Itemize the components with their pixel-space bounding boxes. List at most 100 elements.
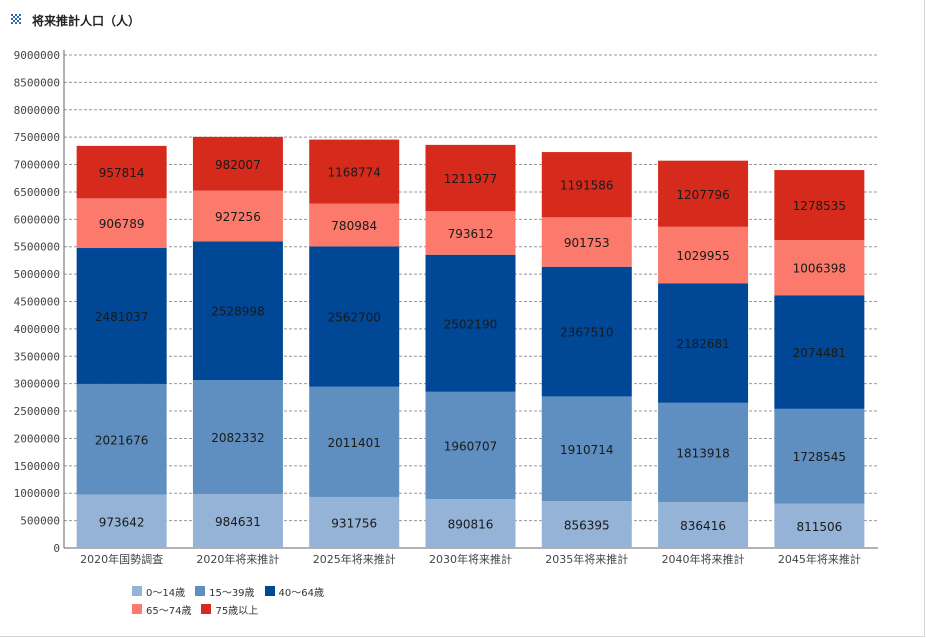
bar-segment xyxy=(309,386,400,497)
y-tick-label: 7000000 xyxy=(14,159,60,172)
y-tick-label: 1500000 xyxy=(14,460,60,473)
bar-value-label: 2011401 xyxy=(327,436,380,450)
y-tick-label: 3000000 xyxy=(14,378,60,391)
bar-value-label: 811506 xyxy=(796,520,842,534)
chart-legend: 0～14歳 15～39歳 40～64歳 65～74歳 75歳以上 xyxy=(132,582,432,618)
bar-value-label: 2182681 xyxy=(676,337,729,351)
bar-value-label: 2074481 xyxy=(793,346,846,360)
bar-segment xyxy=(774,170,865,241)
bar-value-label: 1728545 xyxy=(793,450,846,464)
y-tick-label: 2500000 xyxy=(14,405,60,418)
bar-segment xyxy=(76,198,167,249)
bar-segment xyxy=(774,240,865,296)
bar-value-label: 780984 xyxy=(331,219,377,233)
bar-segment xyxy=(425,254,516,392)
y-tick-label: 6500000 xyxy=(14,186,60,199)
bar-value-label: 931756 xyxy=(331,516,377,530)
bar-value-label: 2562700 xyxy=(327,311,380,325)
y-tick-label: 7500000 xyxy=(14,131,60,144)
bar-value-label: 2481037 xyxy=(95,310,148,324)
bar-value-label: 2021676 xyxy=(95,433,148,447)
bar-segment xyxy=(774,503,865,548)
bar-segment xyxy=(76,494,167,548)
bar-value-label: 927256 xyxy=(215,210,261,224)
bar-segment xyxy=(192,136,283,191)
y-tick-label: 9000000 xyxy=(14,49,60,62)
bar-value-label: 1207796 xyxy=(676,188,729,202)
bar-segment xyxy=(541,396,632,502)
legend-item-75-plus: 75歳以上 xyxy=(201,602,258,617)
x-category-label: 2045年将来推計 xyxy=(778,552,861,566)
y-tick-label: 4500000 xyxy=(14,296,60,309)
bar-segment xyxy=(309,496,400,548)
x-category-label: 2020年将来推計 xyxy=(196,552,279,566)
y-tick-label: 2000000 xyxy=(14,432,60,445)
bar-value-label: 1029955 xyxy=(676,249,729,263)
y-tick-label: 0 xyxy=(53,542,60,555)
bar-segment xyxy=(658,160,749,227)
bar-segment xyxy=(774,408,865,504)
bar-segment xyxy=(309,203,400,247)
bar-value-label: 1910714 xyxy=(560,443,613,457)
bar-segment xyxy=(658,502,749,548)
y-tick-label: 500000 xyxy=(20,515,60,528)
bar-value-label: 984631 xyxy=(215,515,261,529)
y-tick-label: 1000000 xyxy=(14,487,60,500)
legend-swatch xyxy=(132,586,142,596)
bar-value-label: 957814 xyxy=(99,166,145,180)
bar-segment xyxy=(425,144,516,212)
bar-segment xyxy=(76,383,167,495)
bar-segment xyxy=(76,145,167,199)
chart-title: 将来推計人口（人） xyxy=(32,13,141,28)
bar-value-label: 1278535 xyxy=(793,199,846,213)
dotted-square-icon xyxy=(11,14,21,24)
bar-value-label: 1960707 xyxy=(444,440,497,454)
bar-segment xyxy=(774,295,865,409)
bar-value-label: 1168774 xyxy=(327,166,380,180)
legend-swatch xyxy=(264,586,275,596)
bar-segment xyxy=(192,494,283,548)
y-tick-label: 4000000 xyxy=(14,323,60,336)
y-tick-label: 6000000 xyxy=(14,213,60,226)
x-category-label: 2040年将来推計 xyxy=(662,552,745,566)
bar-value-label: 1211977 xyxy=(444,172,497,186)
legend-item-15-39: 15～39歳 xyxy=(195,584,255,599)
bar-segment xyxy=(658,283,749,403)
chart-header: 将来推計人口（人） xyxy=(10,10,140,30)
y-tick-label: 8500000 xyxy=(14,76,60,89)
legend-swatch xyxy=(132,604,142,614)
bar-value-label: 1191586 xyxy=(560,179,613,193)
bar-value-label: 906789 xyxy=(99,217,145,231)
legend-label: 0～14歳 xyxy=(146,587,186,599)
y-tick-label: 5500000 xyxy=(14,241,60,254)
legend-label: 65～74歳 xyxy=(146,605,192,617)
bar-segment xyxy=(541,217,632,267)
legend-label: 75歳以上 xyxy=(215,605,259,617)
x-category-label: 2030年将来推計 xyxy=(429,552,512,566)
legend-item-40-64: 40～64歳 xyxy=(264,584,324,599)
bar-value-label: 982007 xyxy=(215,158,261,172)
bar-value-label: 2082332 xyxy=(211,431,264,445)
bar-segment xyxy=(658,402,749,503)
bar-value-label: 1006398 xyxy=(793,262,846,276)
bar-segment xyxy=(425,499,516,548)
x-category-label: 2020年国勢調査 xyxy=(80,552,163,566)
legend-label: 40～64歳 xyxy=(278,587,324,599)
bar-segment xyxy=(425,391,516,500)
bar-segment xyxy=(309,139,400,204)
bar-value-label: 2502190 xyxy=(444,317,497,331)
y-tick-label: 8000000 xyxy=(14,104,60,117)
y-tick-label: 3500000 xyxy=(14,350,60,363)
bar-value-label: 856395 xyxy=(564,519,610,533)
bar-value-label: 1813918 xyxy=(676,447,729,461)
bar-segment xyxy=(76,248,167,384)
bar-segment xyxy=(425,211,516,255)
legend-row-2: 65～74歳 75歳以上 xyxy=(132,600,432,618)
bar-value-label: 901753 xyxy=(564,236,610,250)
bar-segment xyxy=(541,266,632,397)
bar-segment xyxy=(541,501,632,548)
x-category-label: 2025年将来推計 xyxy=(313,552,396,566)
bar-segment xyxy=(192,241,283,380)
stacked-bar-chart: 0 500000 1000000 1500000 2000000 2500000 30000… xyxy=(14,49,878,566)
